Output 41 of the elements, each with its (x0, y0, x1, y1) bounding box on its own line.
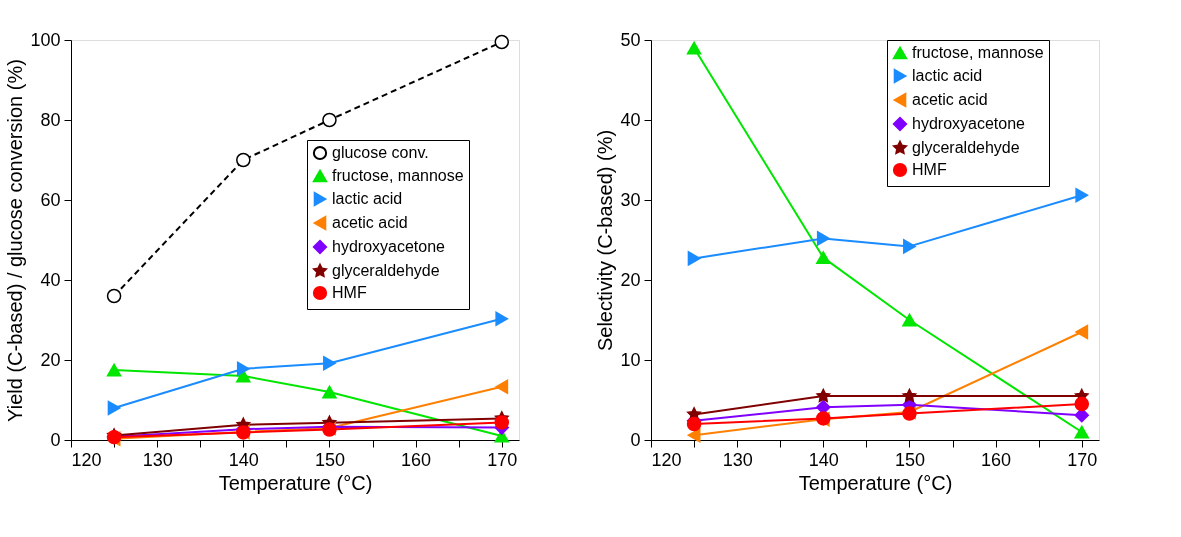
legend-label: acetic acid (332, 214, 408, 231)
legend-label: glyceraldehyde (332, 262, 440, 279)
x-tick-label: 130 (142, 449, 173, 470)
x-tick-label: 170 (1067, 449, 1098, 470)
y-tick-label: 30 (620, 189, 641, 210)
legend-label: acetic acid (912, 91, 988, 108)
legend-label: lactic acid (332, 190, 403, 207)
legend-label: HMF (332, 284, 367, 301)
legend-label: glucose conv. (332, 144, 429, 161)
x-tick-label: 140 (228, 449, 259, 470)
legend-label: hydroxyacetone (912, 115, 1026, 132)
y-tick-label: 20 (40, 349, 61, 370)
y-tick-label: 40 (40, 269, 61, 290)
x-axis-title: Temperature (°C) (218, 471, 373, 494)
y-axis-title: Selectivity (C-based) (%) (594, 129, 617, 352)
x-tick-label: 150 (894, 449, 925, 470)
x-tick-label: 130 (722, 449, 753, 470)
y-tick-label: 40 (620, 109, 641, 130)
legend-label: HMF (912, 161, 947, 178)
y-tick-label: 20 (620, 269, 641, 290)
x-tick-label: 150 (314, 449, 345, 470)
x-tick-label: 120 (651, 449, 682, 470)
y-tick-label: 100 (30, 29, 61, 50)
x-tick-label: 120 (71, 449, 102, 470)
x-tick-label: 170 (487, 449, 518, 470)
legend-label: glyceraldehyde (912, 139, 1020, 156)
legend-label: fructose, mannose (332, 167, 464, 184)
y-axis-title: Yield (C-based) / glucose conversion (%) (4, 59, 27, 422)
y-tick-label: 10 (620, 349, 641, 370)
y-tick-label: 80 (40, 109, 61, 130)
x-tick-label: 160 (401, 449, 432, 470)
y-tick-label: 0 (630, 429, 641, 450)
legend-label: hydroxyacetone (332, 238, 446, 255)
x-tick-label: 140 (808, 449, 839, 470)
y-tick-label: 50 (620, 29, 641, 50)
y-tick-label: 60 (40, 189, 61, 210)
legend-label: fructose, mannose (912, 44, 1044, 61)
y-tick-label: 0 (50, 429, 61, 450)
x-axis-title: Temperature (°C) (798, 471, 953, 494)
legend-label: lactic acid (912, 67, 983, 84)
x-tick-label: 160 (981, 449, 1012, 470)
